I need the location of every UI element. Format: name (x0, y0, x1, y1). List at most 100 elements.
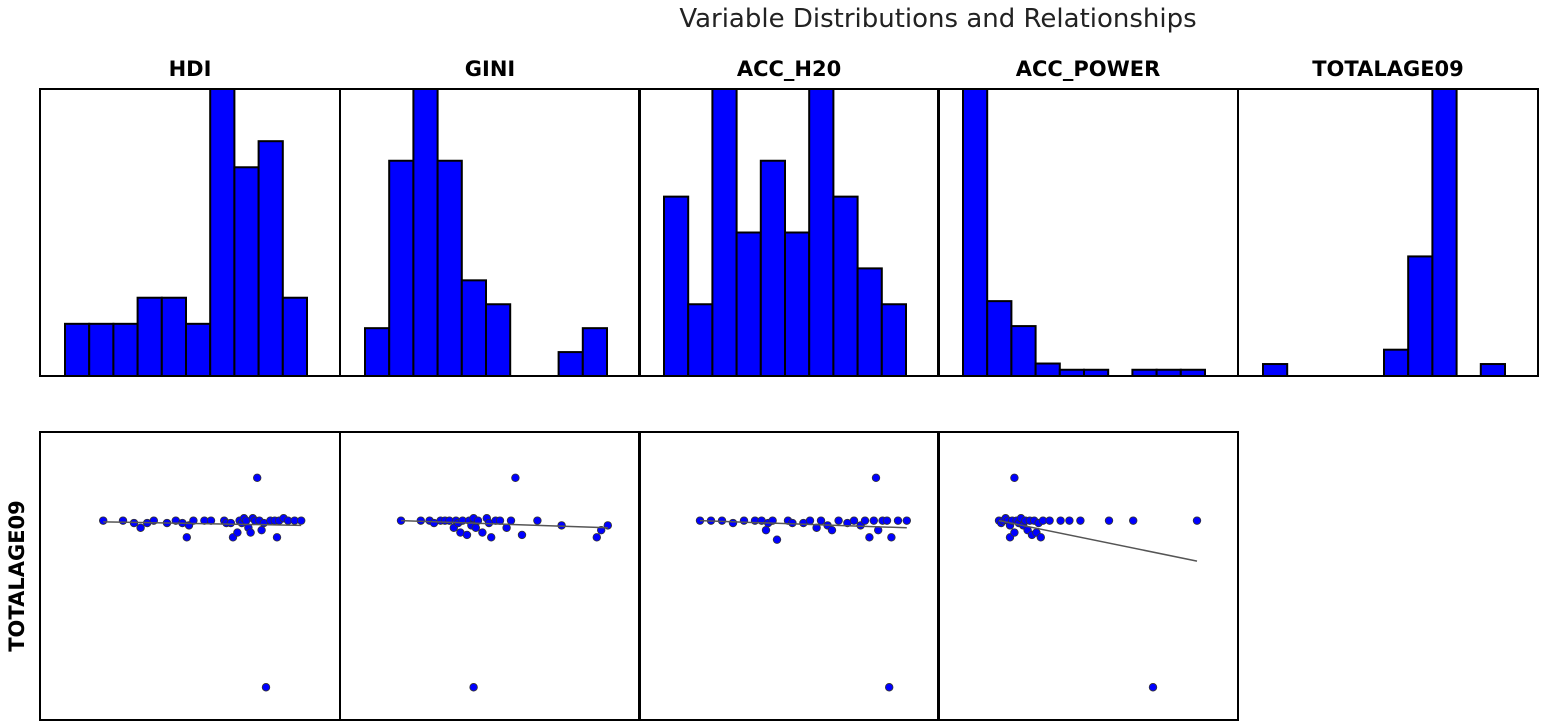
histogram-bar (557, 351, 584, 378)
scatter-point (233, 528, 242, 537)
scatter-point (739, 516, 749, 525)
histogram-bar (209, 88, 236, 377)
trend-line (699, 519, 907, 529)
scatter-point (1036, 533, 1045, 542)
histogram-bar (808, 88, 835, 377)
scatter-point (182, 533, 191, 542)
scatter-point (533, 516, 542, 525)
column-label-acc_h20: ACC_H20 (737, 57, 841, 81)
scatter-point (226, 518, 235, 528)
scatter-frame (39, 431, 341, 721)
scatter-frame (638, 431, 940, 721)
scatter-point (1128, 516, 1138, 525)
histogram-bar (962, 88, 989, 377)
histogram-bar (281, 296, 308, 377)
histogram-bar (1479, 363, 1507, 377)
column-label-totalage09: TOTALAGE09 (1312, 57, 1464, 81)
scatter-point (1065, 516, 1074, 525)
histogram-bar (880, 303, 907, 377)
scatter-point (257, 525, 266, 535)
trend-line (103, 521, 302, 527)
scatter-point (98, 516, 108, 525)
scatter-point (1010, 473, 1019, 482)
histogram-bar (364, 327, 391, 377)
scatter-hdi-vs-totalage09 (39, 431, 341, 721)
scatter-point (834, 516, 843, 525)
scatter-point (1076, 516, 1085, 525)
scatter-point (885, 683, 894, 692)
scatter-point (487, 533, 496, 542)
histogram-bar (412, 88, 439, 377)
histogram-acc_power (937, 88, 1239, 377)
scatter-point (865, 533, 874, 542)
histogram-bar (711, 88, 738, 377)
histogram-bar (1262, 363, 1289, 377)
histogram-bar (581, 327, 608, 377)
scatter-frame (339, 431, 641, 721)
scatter-acc_h20-vs-totalage09 (638, 431, 940, 721)
scatter-point (511, 473, 520, 482)
scatter-point (517, 530, 527, 540)
scatter-point (887, 533, 896, 542)
trend-line (998, 519, 1198, 562)
scatter-point (272, 533, 282, 542)
scatter-point (805, 516, 815, 525)
scatter-point (136, 523, 145, 532)
histogram-bar (460, 279, 487, 378)
histogram-bar (388, 159, 415, 377)
histogram-bar (1383, 348, 1410, 378)
histogram-bar (1407, 255, 1434, 377)
column-label-acc_power: ACC_POWER (1016, 57, 1161, 81)
scatter-point (1192, 516, 1202, 525)
scatter-point (761, 525, 771, 535)
histogram-acc_h20 (638, 88, 940, 377)
chart-title: Variable Distributions and Relationships (679, 4, 1196, 34)
histogram-bar (485, 303, 512, 377)
histogram-bar (185, 322, 212, 377)
histogram-bar (856, 267, 883, 377)
histogram-bar (160, 296, 188, 377)
histogram-bar (687, 303, 714, 377)
scatter-point (882, 516, 892, 525)
histogram-bar (1431, 88, 1458, 377)
scatter-frame (937, 431, 1239, 721)
scatter-point (893, 516, 903, 525)
scatter-point (1148, 683, 1158, 692)
scatter-point (471, 523, 480, 532)
scatter-point (849, 516, 859, 525)
scatter-point (1104, 516, 1114, 525)
histogram-bar (88, 322, 115, 377)
scatter-acc_power-vs-totalage09 (937, 431, 1239, 721)
scatter-point (462, 530, 472, 540)
scatter-point (772, 535, 782, 544)
scatter-point (118, 516, 128, 525)
histogram-bar (986, 300, 1013, 377)
histogram-hdi (39, 88, 341, 377)
histogram-bar (136, 296, 163, 377)
histogram-gini (339, 88, 641, 378)
scatter-gini-vs-totalage09 (339, 431, 641, 721)
histogram-bar (784, 231, 811, 377)
scatter-point (728, 518, 738, 528)
scatter-point (1010, 528, 1019, 537)
histogram-bar (257, 140, 284, 377)
histogram-bar (832, 195, 859, 377)
scatter-point (478, 528, 487, 537)
scatter-point (506, 516, 516, 525)
column-label-hdi: HDI (169, 57, 212, 81)
scatter-point (1056, 516, 1065, 525)
column-label-gini: GINI (465, 57, 515, 81)
scatter-point (816, 516, 826, 525)
histogram-frame (1237, 88, 1539, 377)
row-label: TOTALAGE09 (5, 500, 29, 652)
scatter-point (253, 473, 262, 482)
trend-line (400, 519, 608, 529)
scatter-point (592, 533, 601, 542)
scatter-point (297, 516, 306, 525)
histogram-bar (436, 159, 463, 377)
scatter-point (469, 683, 478, 692)
scatter-point (827, 525, 837, 535)
histogram-bar (1010, 325, 1037, 377)
scatter-point (902, 516, 911, 525)
